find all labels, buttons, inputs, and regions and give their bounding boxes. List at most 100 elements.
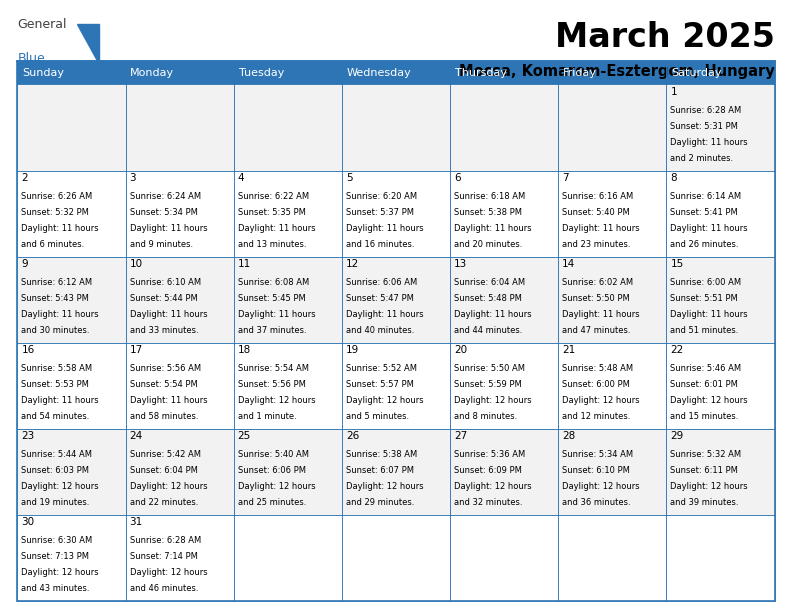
Text: Daylight: 12 hours: Daylight: 12 hours — [238, 482, 315, 491]
Text: and 54 minutes.: and 54 minutes. — [21, 412, 89, 421]
Bar — [666, 343, 775, 429]
Text: and 2 minutes.: and 2 minutes. — [670, 154, 733, 163]
Text: and 36 minutes.: and 36 minutes. — [562, 498, 631, 507]
Text: 19: 19 — [346, 345, 359, 355]
Bar — [234, 84, 342, 171]
Bar — [558, 343, 666, 429]
Text: 14: 14 — [562, 259, 576, 269]
Text: Daylight: 11 hours: Daylight: 11 hours — [670, 138, 748, 147]
Text: and 22 minutes.: and 22 minutes. — [130, 498, 198, 507]
Text: and 13 minutes.: and 13 minutes. — [238, 240, 307, 248]
Text: and 23 minutes.: and 23 minutes. — [562, 240, 630, 248]
Text: Sunrise: 5:58 AM: Sunrise: 5:58 AM — [21, 364, 93, 373]
Bar — [558, 171, 666, 256]
Text: 3: 3 — [130, 173, 136, 183]
Text: Daylight: 12 hours: Daylight: 12 hours — [670, 396, 748, 405]
Text: 24: 24 — [130, 431, 143, 441]
Text: Wednesday: Wednesday — [347, 68, 411, 78]
Text: Saturday: Saturday — [671, 68, 722, 78]
Text: and 5 minutes.: and 5 minutes. — [346, 412, 409, 421]
Text: Sunrise: 6:10 AM: Sunrise: 6:10 AM — [130, 278, 200, 287]
Text: Sunrise: 5:38 AM: Sunrise: 5:38 AM — [346, 450, 417, 459]
Text: Sunrise: 5:44 AM: Sunrise: 5:44 AM — [21, 450, 93, 459]
Text: Monday: Monday — [131, 68, 174, 78]
Bar — [342, 84, 450, 171]
Bar — [126, 343, 234, 429]
Text: Sunrise: 5:40 AM: Sunrise: 5:40 AM — [238, 450, 309, 459]
Text: Sunset: 5:40 PM: Sunset: 5:40 PM — [562, 208, 630, 217]
Text: Sunset: 6:11 PM: Sunset: 6:11 PM — [670, 466, 738, 475]
Text: and 32 minutes.: and 32 minutes. — [454, 498, 523, 507]
Text: 13: 13 — [454, 259, 467, 269]
Bar — [342, 515, 450, 601]
Text: and 44 minutes.: and 44 minutes. — [454, 326, 523, 335]
Text: Daylight: 12 hours: Daylight: 12 hours — [346, 482, 424, 491]
Text: and 19 minutes.: and 19 minutes. — [21, 498, 89, 507]
Text: Daylight: 11 hours: Daylight: 11 hours — [130, 310, 208, 319]
Bar — [558, 256, 666, 343]
Text: Sunset: 6:10 PM: Sunset: 6:10 PM — [562, 466, 630, 475]
Bar — [126, 84, 234, 171]
Text: Sunrise: 5:36 AM: Sunrise: 5:36 AM — [454, 450, 525, 459]
Text: and 30 minutes.: and 30 minutes. — [21, 326, 89, 335]
Text: 1: 1 — [670, 87, 677, 97]
Bar — [342, 343, 450, 429]
Text: Sunrise: 6:04 AM: Sunrise: 6:04 AM — [454, 278, 525, 287]
Text: 25: 25 — [238, 431, 251, 441]
Text: Sunset: 5:35 PM: Sunset: 5:35 PM — [238, 208, 306, 217]
Text: Sunday: Sunday — [22, 68, 64, 78]
Bar — [342, 256, 450, 343]
Bar — [558, 61, 666, 84]
Text: Daylight: 11 hours: Daylight: 11 hours — [346, 310, 424, 319]
Text: Daylight: 11 hours: Daylight: 11 hours — [238, 310, 315, 319]
Text: Sunrise: 5:52 AM: Sunrise: 5:52 AM — [346, 364, 417, 373]
Text: 20: 20 — [454, 345, 467, 355]
Bar — [234, 515, 342, 601]
Text: Daylight: 12 hours: Daylight: 12 hours — [562, 482, 640, 491]
Bar — [450, 61, 558, 84]
Text: Sunset: 5:37 PM: Sunset: 5:37 PM — [346, 208, 414, 217]
Text: 30: 30 — [21, 517, 35, 528]
Text: General: General — [17, 18, 67, 31]
Text: and 25 minutes.: and 25 minutes. — [238, 498, 306, 507]
Text: Daylight: 11 hours: Daylight: 11 hours — [21, 396, 99, 405]
Bar — [450, 343, 558, 429]
Text: Sunset: 5:53 PM: Sunset: 5:53 PM — [21, 380, 89, 389]
Text: Daylight: 11 hours: Daylight: 11 hours — [238, 224, 315, 233]
Text: Daylight: 12 hours: Daylight: 12 hours — [130, 482, 208, 491]
Text: and 15 minutes.: and 15 minutes. — [670, 412, 739, 421]
Text: Sunset: 5:50 PM: Sunset: 5:50 PM — [562, 294, 630, 303]
Text: 8: 8 — [670, 173, 677, 183]
Text: Thursday: Thursday — [455, 68, 507, 78]
Text: Daylight: 11 hours: Daylight: 11 hours — [346, 224, 424, 233]
Text: Sunset: 5:32 PM: Sunset: 5:32 PM — [21, 208, 89, 217]
Text: and 16 minutes.: and 16 minutes. — [346, 240, 414, 248]
Text: Sunset: 6:07 PM: Sunset: 6:07 PM — [346, 466, 414, 475]
Bar — [17, 429, 126, 515]
Bar — [666, 84, 775, 171]
Text: Sunrise: 6:30 AM: Sunrise: 6:30 AM — [21, 536, 93, 545]
Text: 12: 12 — [346, 259, 359, 269]
Text: Daylight: 11 hours: Daylight: 11 hours — [130, 396, 208, 405]
Text: Sunset: 5:54 PM: Sunset: 5:54 PM — [130, 380, 197, 389]
Text: Sunrise: 5:48 AM: Sunrise: 5:48 AM — [562, 364, 634, 373]
Bar — [126, 171, 234, 256]
Text: 18: 18 — [238, 345, 251, 355]
Bar — [17, 343, 126, 429]
Text: and 20 minutes.: and 20 minutes. — [454, 240, 523, 248]
Text: Daylight: 12 hours: Daylight: 12 hours — [562, 396, 640, 405]
Text: 17: 17 — [130, 345, 143, 355]
Bar — [342, 61, 450, 84]
Text: 22: 22 — [670, 345, 683, 355]
Bar — [342, 171, 450, 256]
Text: Sunrise: 6:02 AM: Sunrise: 6:02 AM — [562, 278, 634, 287]
Text: 27: 27 — [454, 431, 467, 441]
Text: Sunset: 5:31 PM: Sunset: 5:31 PM — [670, 122, 738, 131]
Bar — [17, 61, 775, 601]
Text: Sunset: 5:56 PM: Sunset: 5:56 PM — [238, 380, 306, 389]
Text: Sunrise: 5:46 AM: Sunrise: 5:46 AM — [670, 364, 741, 373]
Text: Friday: Friday — [563, 68, 597, 78]
Text: Sunset: 6:01 PM: Sunset: 6:01 PM — [670, 380, 738, 389]
Text: 7: 7 — [562, 173, 569, 183]
Text: Sunset: 6:04 PM: Sunset: 6:04 PM — [130, 466, 197, 475]
